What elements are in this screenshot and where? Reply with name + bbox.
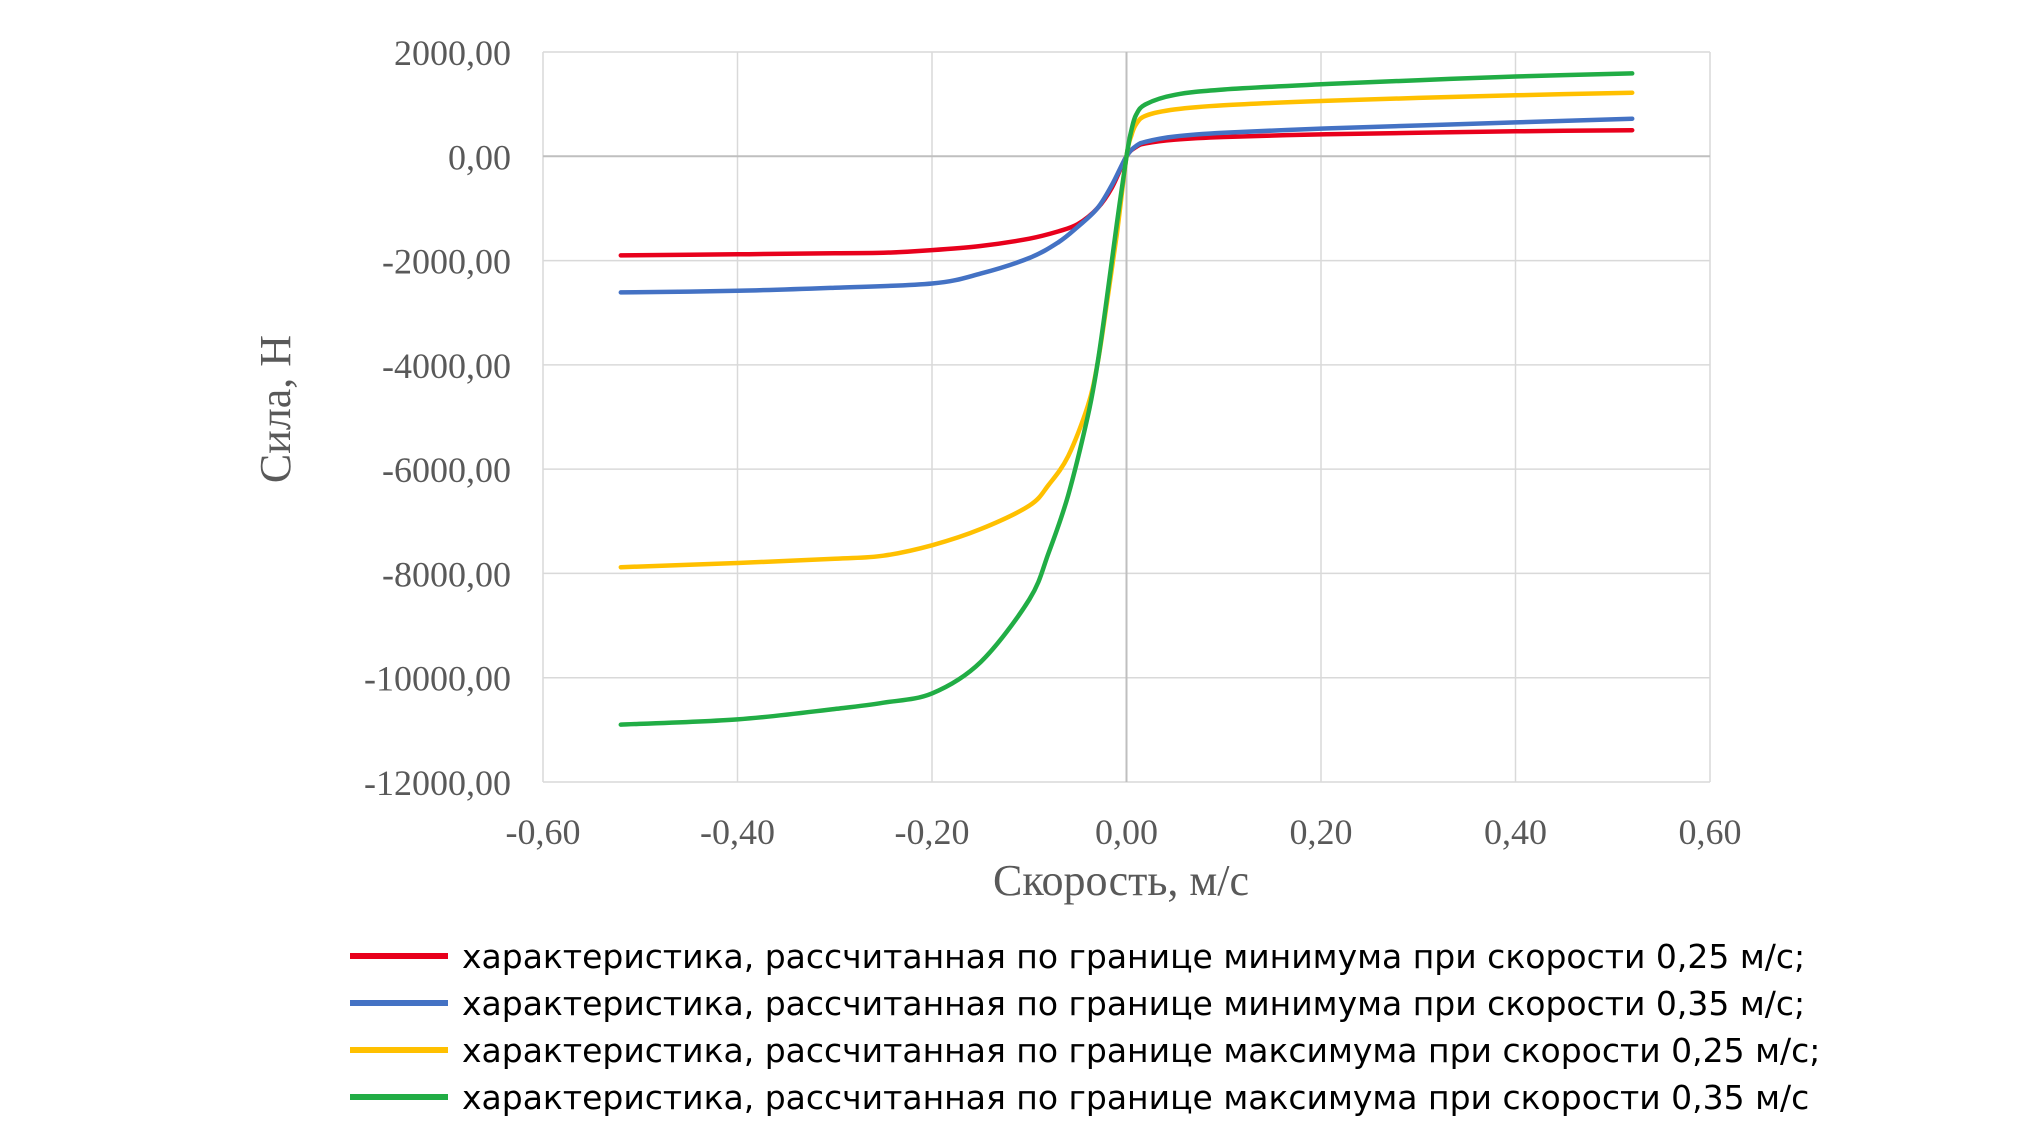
x-tick-label: 0,60 (1679, 812, 1742, 852)
series-line-max-035 (618, 71, 1635, 727)
legend-label: характеристика, рассчитанная по границе … (462, 1078, 1809, 1117)
y-tick-label: 0,00 (448, 137, 511, 177)
y-axis-title: Сила, Н (251, 335, 300, 483)
series-group (618, 71, 1635, 727)
tick-labels: -0,60 -0,40 -0,20 0,00 0,20 0,40 0,60 2000,00 0,… (364, 33, 1742, 852)
legend: характеристика, рассчитанная по границе … (350, 937, 1820, 1117)
x-tick-label: -0,60 (506, 812, 581, 852)
y-tick-label: -2000,00 (382, 242, 511, 282)
y-tick-label: -8000,00 (382, 554, 511, 594)
x-axis-title: Скорость, м/с (993, 856, 1249, 905)
y-tick-label: -4000,00 (382, 346, 511, 386)
x-tick-label: 0,00 (1095, 812, 1158, 852)
x-tick-label: 0,20 (1290, 812, 1353, 852)
series-line-min-035 (618, 116, 1635, 295)
y-tick-label: -10000,00 (364, 659, 511, 699)
legend-label: характеристика, рассчитанная по границе … (462, 984, 1805, 1023)
x-tick-label: -0,40 (700, 812, 775, 852)
y-tick-label: -6000,00 (382, 450, 511, 490)
legend-label: характеристика, рассчитанная по границе … (462, 937, 1805, 976)
x-tick-label: 0,40 (1484, 812, 1547, 852)
y-tick-label: 2000,00 (394, 33, 511, 73)
x-tick-label: -0,20 (895, 812, 970, 852)
legend-label: характеристика, рассчитанная по границе … (462, 1031, 1820, 1070)
y-tick-label: -12000,00 (364, 763, 511, 803)
